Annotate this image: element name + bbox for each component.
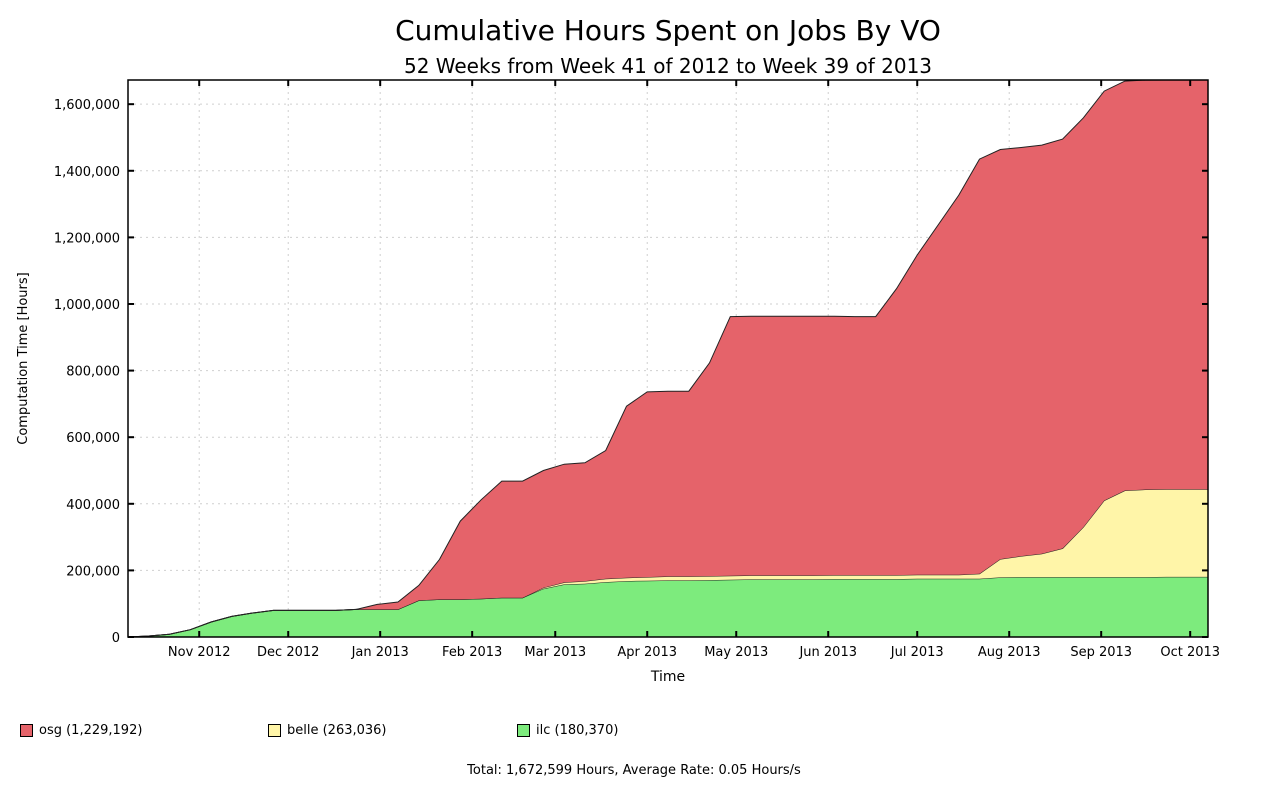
y-tick-label: 200,000 bbox=[66, 564, 120, 579]
series-line-osg bbox=[127, 79, 1208, 638]
x-tick-label: Apr 2013 bbox=[617, 645, 677, 660]
stacked-areas bbox=[127, 79, 1208, 638]
legend-label-ilc: ilc (180,370) bbox=[536, 722, 619, 738]
x-tick-label: Nov 2012 bbox=[168, 645, 231, 660]
axis-ticks: 0 200,000 400,000 600,000 800,000 1,000,000 1,… bbox=[54, 80, 1220, 660]
area-osg bbox=[128, 80, 1208, 637]
y-tick-label: 800,000 bbox=[66, 365, 120, 380]
y-tick-label: 1,600,000 bbox=[54, 98, 120, 113]
legend-swatch-belle bbox=[268, 723, 281, 737]
x-tick-label: Jul 2013 bbox=[890, 645, 944, 660]
chart-subtitle: 52 Weeks from Week 41 of 2012 to Week 39… bbox=[403, 54, 933, 78]
legend-swatch-osg bbox=[20, 723, 33, 737]
legend-item-osg: osg (1,229,192) bbox=[20, 721, 142, 739]
x-tick-label: Dec 2012 bbox=[257, 645, 319, 660]
x-tick-label: Jun 2013 bbox=[798, 645, 857, 660]
x-tick-label: Oct 2013 bbox=[1160, 645, 1220, 660]
x-tick-label: Feb 2013 bbox=[442, 645, 502, 660]
chart-title: Cumulative Hours Spent on Jobs By VO bbox=[395, 14, 941, 47]
legend-label-osg: osg (1,229,192) bbox=[39, 722, 143, 738]
legend-label-belle: belle (263,036) bbox=[287, 722, 387, 738]
x-tick-label: Mar 2013 bbox=[524, 645, 586, 660]
y-axis-label: Computation Time [Hours] bbox=[16, 272, 31, 444]
x-tick-label: Jan 2013 bbox=[351, 645, 409, 660]
y-tick-label: 1,000,000 bbox=[54, 298, 120, 313]
legend-item-belle: belle (263,036) bbox=[268, 721, 387, 739]
x-tick-label: Sep 2013 bbox=[1070, 645, 1132, 660]
y-tick-label: 0 bbox=[112, 631, 120, 646]
y-tick-label: 1,400,000 bbox=[54, 165, 120, 180]
x-tick-label: May 2013 bbox=[704, 645, 768, 660]
footer-total: Total: 1,672,599 Hours, Average Rate: 0.… bbox=[467, 763, 801, 778]
y-tick-label: 600,000 bbox=[66, 431, 120, 446]
legend-item-ilc: ilc (180,370) bbox=[517, 721, 618, 739]
plot-frame bbox=[127, 79, 1209, 638]
legend-swatch-ilc bbox=[517, 723, 530, 737]
x-tick-label: Aug 2013 bbox=[978, 645, 1041, 660]
y-tick-label: 1,200,000 bbox=[54, 231, 120, 246]
x-axis-label: Time bbox=[650, 669, 685, 685]
y-tick-label: 400,000 bbox=[66, 498, 120, 513]
area-ilc bbox=[128, 576, 1208, 637]
